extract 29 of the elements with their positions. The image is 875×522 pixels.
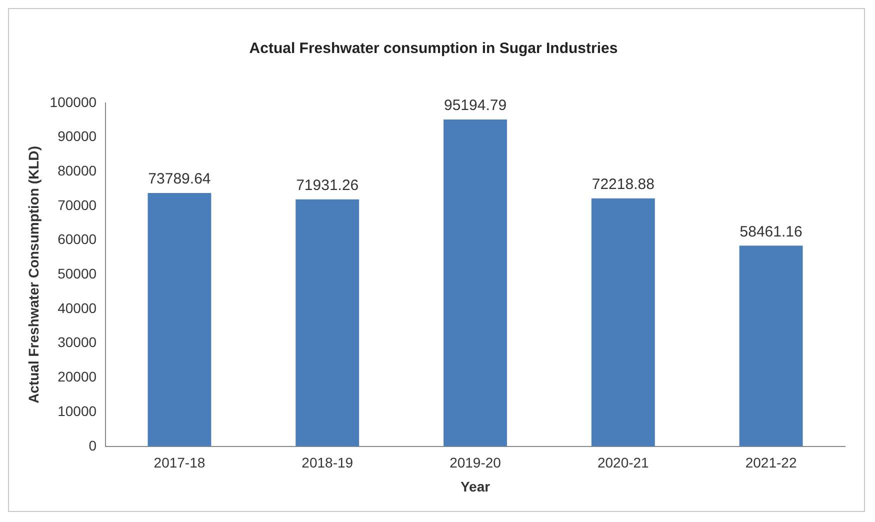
x-tick-label: 2021-22 <box>745 454 797 471</box>
x-tick-label: 2020-21 <box>597 454 650 471</box>
y-tick-label: 30000 <box>58 334 97 350</box>
chart-title: Actual Freshwater consumption in Sugar Industries <box>249 40 618 58</box>
y-tick-label: 50000 <box>58 266 97 282</box>
x-tick-label: 2017-18 <box>154 454 206 471</box>
y-tick-label: 0 <box>88 437 97 454</box>
data-label: 72218.88 <box>592 176 654 194</box>
bar <box>591 198 655 446</box>
data-label: 73789.64 <box>148 170 211 188</box>
x-axis-title: Year <box>460 478 491 494</box>
y-tick-label: 60000 <box>58 231 97 248</box>
x-tick-label: 2019-20 <box>450 454 502 471</box>
y-tick-label: 90000 <box>58 128 97 144</box>
y-tick-label: 70000 <box>58 196 97 213</box>
bar <box>296 199 360 446</box>
data-label: 71931.26 <box>296 177 359 194</box>
y-axis-title: Actual Freshwater Consumption (KLD) <box>25 146 42 404</box>
bar <box>444 120 507 446</box>
y-tick-label: 100000 <box>50 94 97 110</box>
bar <box>148 193 212 446</box>
data-label: 58461.16 <box>740 223 802 240</box>
bar <box>739 246 803 446</box>
x-tick-label: 2018-19 <box>302 454 354 471</box>
y-tick-label: 10000 <box>58 402 97 419</box>
y-tick-label: 40000 <box>58 300 97 316</box>
y-tick-label: 20000 <box>58 368 97 385</box>
y-tick-label: 80000 <box>58 162 97 179</box>
data-label: 95194.79 <box>444 97 507 114</box>
